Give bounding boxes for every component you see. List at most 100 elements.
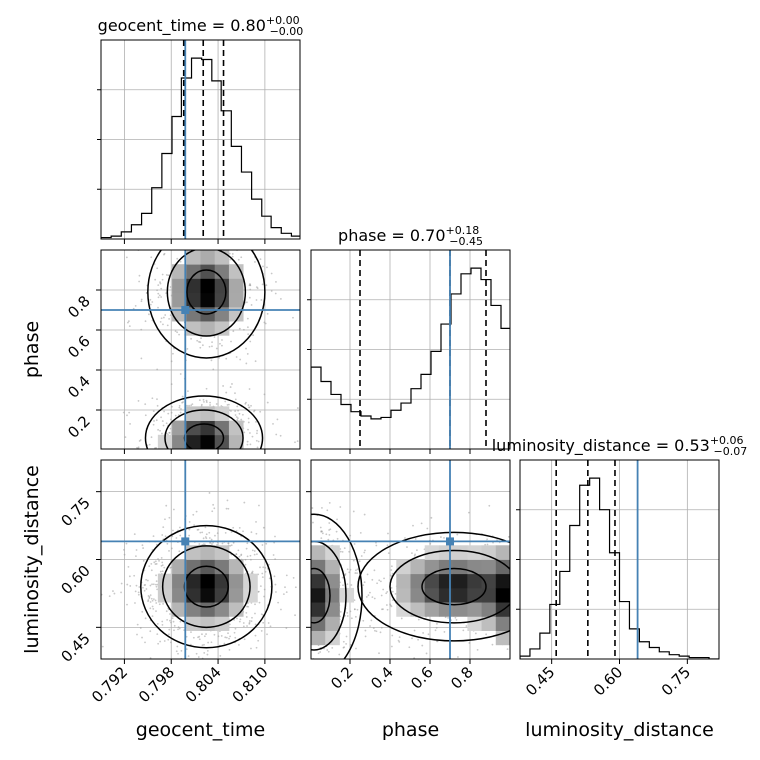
sample-point	[264, 570, 267, 573]
sample-point	[136, 446, 138, 449]
sample-point	[185, 648, 188, 651]
sample-point	[228, 637, 230, 640]
sample-point	[234, 392, 236, 395]
sample-point	[247, 333, 250, 336]
density-cell	[325, 559, 340, 575]
sample-point	[190, 631, 192, 633]
sample-point	[228, 648, 231, 651]
sample-point	[201, 344, 204, 347]
sample-point	[215, 347, 218, 350]
sample-point	[224, 636, 227, 639]
sample-point	[152, 607, 155, 610]
sample-point	[404, 537, 406, 539]
sample-point	[246, 440, 249, 443]
sample-point	[155, 580, 158, 583]
density-cell	[410, 559, 426, 575]
sample-point	[383, 577, 385, 580]
sample-point	[122, 411, 125, 414]
sample-point	[219, 654, 222, 657]
sample-point	[346, 611, 349, 614]
sample-point	[160, 287, 163, 290]
sample-point	[263, 595, 265, 598]
density-cell	[311, 559, 326, 575]
density-cell	[200, 434, 216, 449]
density-cell	[228, 292, 244, 308]
sample-point	[345, 643, 348, 645]
sample-point	[212, 503, 215, 506]
sample-point	[229, 544, 232, 547]
sample-point	[425, 652, 428, 655]
sample-point	[200, 403, 203, 406]
contour-level-1	[421, 567, 487, 606]
density-cell	[311, 630, 326, 646]
title-main: phase = 0.70	[338, 226, 445, 245]
sample-point	[138, 586, 141, 588]
density-cell	[467, 573, 482, 589]
sample-point	[292, 576, 295, 579]
sample-point	[352, 510, 355, 513]
sample-point	[157, 296, 160, 299]
sample-point	[267, 622, 270, 624]
sample-point	[172, 352, 174, 355]
x-axis-label-geocent_time: geocent_time	[136, 719, 265, 741]
sample-point	[247, 428, 249, 431]
sample-point	[444, 616, 447, 619]
sample-point	[180, 649, 183, 652]
sample-point	[207, 641, 210, 644]
sample-point	[145, 578, 148, 581]
density-cell	[228, 434, 244, 449]
sample-point	[353, 543, 356, 545]
density-cell	[228, 587, 244, 603]
sample-point	[137, 400, 140, 402]
sample-point	[397, 639, 400, 642]
density-cell	[157, 573, 173, 589]
sample-point	[144, 583, 147, 586]
sample-point	[169, 619, 171, 622]
sample-point	[229, 386, 232, 388]
sample-point	[231, 255, 234, 258]
sample-point	[491, 643, 494, 646]
sample-point	[386, 608, 389, 611]
sample-point	[224, 400, 227, 403]
sample-point	[249, 340, 252, 343]
sample-point	[231, 383, 233, 385]
sample-point	[177, 626, 180, 629]
sample-point	[371, 596, 374, 599]
sample-point	[317, 652, 320, 655]
sample-point	[153, 420, 155, 422]
sample-point	[443, 631, 446, 633]
sample-point	[162, 526, 165, 529]
sample-point	[398, 636, 401, 639]
sample-point	[263, 393, 266, 396]
sample-point	[373, 569, 376, 572]
contour-level-2	[166, 250, 247, 337]
density-cell	[186, 420, 201, 436]
sample-point	[154, 560, 157, 563]
density-cell	[453, 545, 468, 560]
sample-point	[178, 406, 181, 409]
sample-point	[201, 531, 204, 534]
sample-point	[325, 533, 328, 536]
sample-point	[170, 411, 173, 414]
sample-point	[249, 288, 252, 291]
sample-point	[144, 617, 147, 620]
sample-point	[149, 607, 152, 610]
sample-point	[169, 427, 172, 430]
sample-point	[372, 627, 375, 630]
sample-point	[157, 292, 160, 295]
sample-point	[249, 284, 252, 286]
sample-point	[172, 529, 174, 532]
density-cell	[172, 602, 187, 617]
sample-point	[159, 320, 162, 323]
sample-point	[268, 577, 271, 580]
sample-point	[190, 337, 192, 340]
sample-point	[326, 649, 329, 651]
sample-point	[154, 563, 157, 565]
sample-point	[151, 583, 153, 586]
sample-point	[177, 652, 179, 655]
sample-point	[160, 416, 162, 419]
sample-point	[195, 652, 198, 655]
density-cell	[228, 559, 244, 575]
sample-point	[447, 616, 450, 619]
